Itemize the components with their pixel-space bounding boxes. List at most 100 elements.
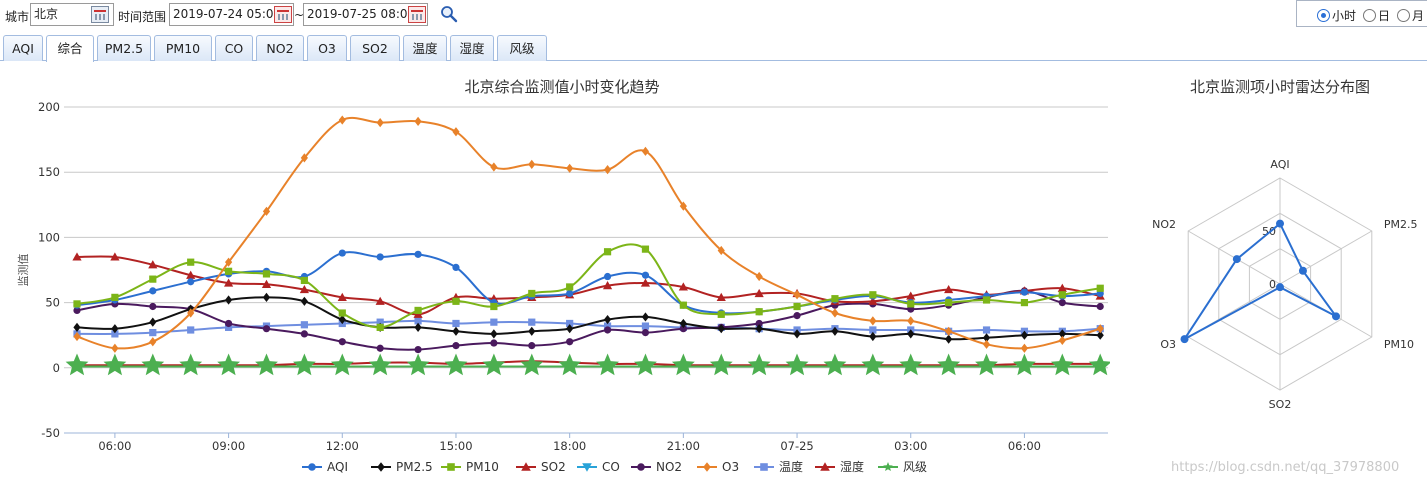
data-point bbox=[262, 292, 271, 302]
radio-dot[interactable] bbox=[1363, 9, 1376, 22]
legend-item[interactable]: CO bbox=[577, 460, 620, 474]
data-point bbox=[1058, 335, 1066, 346]
series-line bbox=[76, 255, 1101, 316]
legend-label: CO bbox=[602, 460, 620, 474]
data-point bbox=[603, 248, 612, 256]
data-point bbox=[566, 338, 574, 346]
data-point bbox=[255, 353, 278, 376]
data-point bbox=[490, 329, 498, 339]
data-point bbox=[982, 333, 991, 343]
data-point bbox=[414, 317, 422, 325]
legend-item[interactable]: AQI bbox=[302, 460, 348, 474]
data-point bbox=[338, 249, 346, 257]
data-point bbox=[603, 326, 612, 334]
toolbar: 城市 北京 时间范围 2019-07-24 05:00 ~ 2019-07-25… bbox=[0, 0, 1427, 30]
legend-item[interactable]: NO2 bbox=[631, 460, 682, 474]
x-tick-label: 12:00 bbox=[326, 439, 359, 453]
data-point bbox=[111, 324, 119, 334]
tab-aqi[interactable]: AQI bbox=[3, 35, 43, 61]
legend-label: PM2.5 bbox=[396, 460, 433, 474]
data-point bbox=[414, 250, 422, 258]
city-picker-icon[interactable] bbox=[91, 6, 109, 23]
legend-marker bbox=[447, 463, 455, 471]
data-point bbox=[179, 353, 203, 376]
x-tick-label: 06:00 bbox=[1008, 439, 1041, 453]
data-point bbox=[1096, 330, 1104, 340]
radar-grid bbox=[1187, 177, 1373, 391]
legend-item[interactable]: SO2 bbox=[516, 460, 566, 474]
data-point bbox=[338, 314, 346, 325]
calendar-icon[interactable] bbox=[274, 6, 292, 23]
tab-pm10[interactable]: PM10 bbox=[154, 35, 212, 61]
series-line bbox=[76, 296, 1101, 341]
legend-item[interactable]: PM10 bbox=[441, 460, 499, 474]
calendar-icon[interactable] bbox=[408, 6, 426, 23]
radio-hour[interactable]: 小时 bbox=[1317, 7, 1356, 24]
tab-co[interactable]: CO bbox=[215, 35, 253, 61]
legend-item[interactable]: PM2.5 bbox=[371, 460, 433, 474]
radar-title: 北京监测项小时雷达分布图 bbox=[1190, 78, 1370, 96]
data-point bbox=[602, 281, 613, 290]
data-point bbox=[262, 270, 271, 278]
legend-item[interactable]: 风级 bbox=[878, 460, 927, 474]
tab-so2[interactable]: SO2 bbox=[350, 35, 400, 61]
time-range-label: 时间范围 bbox=[118, 10, 167, 24]
data-point bbox=[1013, 353, 1036, 376]
data-point bbox=[300, 321, 308, 329]
data-point bbox=[376, 323, 384, 331]
tab-pm25[interactable]: PM2.5 bbox=[97, 35, 151, 61]
data-point bbox=[906, 291, 916, 300]
data-point bbox=[603, 272, 612, 281]
data-point bbox=[823, 353, 847, 376]
data-point bbox=[747, 353, 771, 376]
data-point bbox=[73, 306, 81, 315]
legend-item[interactable]: 湿度 bbox=[815, 459, 864, 474]
radar-polygon bbox=[1183, 222, 1337, 340]
data-point bbox=[945, 334, 953, 344]
x-tick-label: 07-25 bbox=[780, 439, 813, 453]
legend-item[interactable]: 温度 bbox=[754, 459, 803, 474]
city-input[interactable]: 北京 bbox=[30, 3, 114, 26]
data-point bbox=[596, 353, 619, 376]
tab-no2[interactable]: NO2 bbox=[256, 35, 304, 61]
data-point bbox=[414, 306, 422, 315]
data-point bbox=[793, 302, 801, 311]
data-point bbox=[793, 290, 801, 300]
data-point bbox=[907, 300, 915, 308]
series-pm25 bbox=[73, 292, 1104, 344]
radar-spoke bbox=[1279, 230, 1373, 285]
y-tick-label: 100 bbox=[38, 230, 60, 244]
data-point bbox=[224, 323, 233, 331]
tab-湿度[interactable]: 湿度 bbox=[450, 35, 494, 61]
search-icon[interactable] bbox=[440, 5, 458, 23]
radio-dot[interactable] bbox=[1397, 9, 1410, 22]
legend-label: 温度 bbox=[779, 459, 803, 474]
legend-marker bbox=[703, 462, 711, 472]
radio-day[interactable]: 日 bbox=[1363, 7, 1390, 24]
data-point bbox=[679, 318, 687, 329]
end-time-input[interactable]: 2019-07-25 08:00 bbox=[303, 3, 428, 26]
y-tick-label: 200 bbox=[38, 100, 60, 114]
data-point bbox=[831, 308, 839, 318]
radio-month[interactable]: 月 bbox=[1397, 7, 1424, 24]
chart-title: 北京综合监测值小时变化趋势 bbox=[464, 78, 659, 96]
tab-综合[interactable]: 综合 bbox=[46, 35, 94, 62]
data-point bbox=[566, 289, 574, 298]
data-point bbox=[337, 292, 347, 301]
data-point bbox=[982, 326, 991, 334]
data-point bbox=[376, 118, 384, 128]
data-point bbox=[338, 309, 346, 317]
data-point bbox=[73, 322, 81, 332]
series-line bbox=[76, 116, 1101, 350]
tab-温度[interactable]: 温度 bbox=[403, 35, 447, 61]
data-point bbox=[300, 330, 308, 338]
data-point bbox=[1058, 299, 1066, 307]
radio-dot[interactable] bbox=[1317, 9, 1330, 22]
data-point bbox=[755, 271, 763, 282]
data-point bbox=[641, 312, 650, 322]
start-time-input[interactable]: 2019-07-24 05:00 bbox=[169, 3, 294, 26]
x-tick-label: 15:00 bbox=[439, 439, 472, 453]
legend-item[interactable]: O3 bbox=[697, 460, 739, 474]
tab-o3[interactable]: O3 bbox=[307, 35, 347, 61]
tab-风级[interactable]: 风级 bbox=[497, 35, 547, 61]
